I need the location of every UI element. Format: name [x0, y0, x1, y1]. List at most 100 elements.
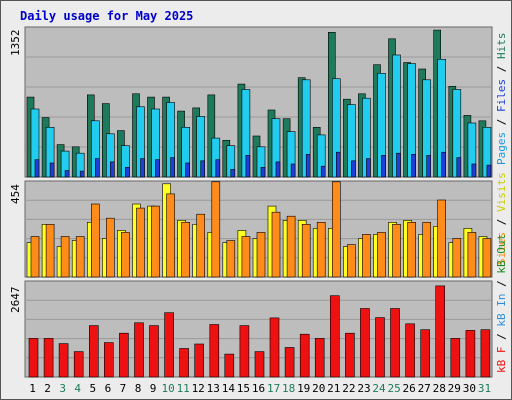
day-label-14: 14 [222, 382, 236, 395]
bar-sites-day-14 [226, 240, 236, 278]
bar-kb-f-day-7 [119, 332, 129, 378]
kbytes-panel [24, 280, 493, 378]
day-label-22: 22 [342, 382, 355, 395]
day-label-15: 15 [237, 382, 250, 395]
bar-kb-f-day-25 [390, 308, 400, 378]
bar-sites-day-7 [121, 232, 130, 278]
y-max-label-visits: 454 [9, 184, 22, 204]
day-label-2: 2 [44, 382, 51, 395]
bar-sites-day-30 [467, 232, 477, 278]
right-label-visits: Visits [495, 172, 508, 212]
bar-sites-day-6 [106, 217, 115, 278]
bar-sites-day-11 [181, 222, 190, 278]
bar-sites-day-20 [316, 222, 326, 278]
day-label-31: 31 [478, 382, 491, 395]
bar-pages-day-29 [456, 157, 462, 178]
bar-kb-f-day-28 [435, 285, 446, 378]
bar-kb-f-day-24 [375, 317, 385, 378]
label-separator: / [495, 212, 508, 232]
day-label-30: 30 [463, 382, 476, 395]
bar-pages-day-17 [275, 161, 281, 178]
bar-sites-day-3 [60, 236, 70, 278]
label-separator: / [495, 59, 508, 79]
bar-sites-day-28 [437, 199, 447, 278]
bar-kb-f-day-6 [104, 342, 114, 378]
bar-pages-day-21 [335, 151, 341, 178]
right-label-pages: Pages [495, 132, 508, 165]
right-label-kb-in: kB In [495, 294, 508, 327]
bar-sites-day-18 [286, 215, 296, 278]
bar-pages-day-2 [49, 162, 55, 178]
hits-files-pages-panel [24, 26, 493, 178]
bar-sites-day-25 [392, 224, 401, 278]
day-label-12: 12 [192, 382, 205, 395]
visits-sites-panel [24, 180, 493, 278]
right-label-sites: Sites [495, 232, 508, 265]
bar-kb-f-day-12 [194, 343, 204, 378]
y-max-label-kbytes: 2647 [9, 287, 22, 314]
bar-sites-day-16 [256, 232, 266, 278]
bar-pages-day-18 [290, 163, 296, 178]
bar-kb-f-day-21 [329, 295, 340, 378]
bar-pages-day-24 [381, 155, 386, 178]
bar-kb-f-day-17 [269, 317, 280, 378]
day-label-1: 1 [29, 382, 36, 395]
day-label-11: 11 [177, 382, 190, 395]
bar-sites-day-9 [151, 205, 160, 278]
bar-pages-day-25 [396, 152, 401, 178]
chart-title: Daily usage for May 2025 [20, 9, 193, 23]
bar-kb-f-day-8 [134, 322, 144, 378]
bar-pages-day-3 [64, 170, 70, 178]
bar-kb-f-day-29 [450, 338, 461, 378]
right-label-kb-f: kB F [495, 347, 508, 374]
day-label-24: 24 [372, 382, 386, 395]
bar-kb-f-day-15 [239, 325, 250, 378]
day-label-5: 5 [89, 382, 96, 395]
bar-sites-day-1 [30, 236, 40, 278]
y-max-label-hits: 1352 [9, 30, 22, 57]
bar-pages-day-5 [95, 158, 100, 178]
bar-pages-day-16 [260, 167, 266, 178]
day-label-29: 29 [448, 382, 461, 395]
bar-sites-day-8 [136, 207, 145, 278]
right-label-hits: Hits [495, 33, 508, 60]
bar-sites-day-26 [407, 222, 416, 278]
bar-pages-day-30 [471, 163, 477, 178]
right-label-group-1: Sites / Visits [495, 172, 508, 265]
bar-pages-day-1 [34, 159, 40, 178]
bar-sites-day-31 [482, 238, 492, 278]
bar-kb-f-day-11 [179, 348, 189, 378]
bar-kb-f-day-4 [73, 351, 84, 378]
bar-pages-day-15 [245, 155, 251, 178]
bar-pages-day-11 [185, 162, 190, 178]
bar-sites-day-2 [45, 224, 55, 278]
bar-pages-day-28 [441, 151, 447, 178]
label-separator: / [495, 327, 508, 347]
day-label-23: 23 [357, 382, 370, 395]
label-separator: / [495, 112, 508, 132]
day-label-27: 27 [418, 382, 431, 395]
right-label-group-2: kB F / kB In / kB Out [495, 234, 508, 373]
right-label-group-0: Pages / Files / Hits [495, 33, 508, 166]
day-label-6: 6 [105, 382, 112, 395]
bar-sites-day-5 [91, 203, 100, 278]
bar-kb-f-day-23 [360, 308, 370, 378]
bar-sites-day-10 [166, 193, 175, 278]
bar-sites-day-19 [301, 224, 311, 278]
bar-sites-day-17 [271, 211, 281, 278]
bar-kb-f-day-27 [420, 329, 431, 378]
day-label-4: 4 [74, 382, 81, 395]
label-separator: / [495, 274, 508, 294]
bar-pages-day-31 [486, 164, 492, 178]
bar-sites-day-15 [241, 236, 251, 278]
day-label-26: 26 [402, 382, 415, 395]
bar-pages-day-27 [426, 155, 432, 178]
day-label-18: 18 [282, 382, 295, 395]
bar-sites-day-12 [196, 213, 205, 278]
bar-pages-day-12 [200, 160, 205, 178]
day-label-19: 19 [297, 382, 310, 395]
bar-pages-day-20 [320, 165, 326, 178]
bar-pages-day-7 [125, 167, 130, 178]
day-label-8: 8 [135, 382, 142, 395]
